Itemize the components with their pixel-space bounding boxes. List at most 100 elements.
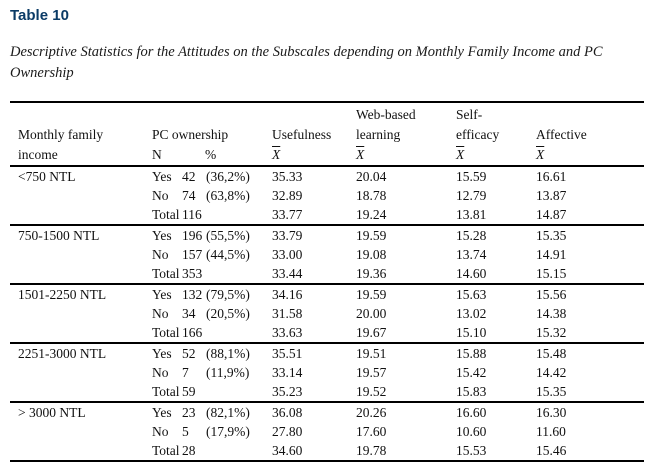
pc-ownership-cell: No 157 (44,5%) <box>148 245 268 264</box>
affective-mean-cell: 14.87 <box>536 207 567 222</box>
ownership-percent: (11,9%) <box>206 365 250 380</box>
mean-symbol: X <box>536 145 644 165</box>
table-row: 1501-2250 NTL Yes 132 (79,5%) 34.16 19.59 15.6… <box>10 284 644 304</box>
income-range-cell <box>10 304 148 323</box>
ownership-label: No <box>152 365 169 380</box>
web-based-learning-mean-cell: 19.78 <box>356 443 387 458</box>
self-efficacy-mean-cell: 13.02 <box>456 306 487 321</box>
income-group: 750-1500 NTL Yes 196 (55,5%) 33.79 19.59 15.28… <box>10 225 644 284</box>
col-header-self-efficacy: Self- efficacy X <box>452 102 532 166</box>
self-efficacy-mean-cell: 13.81 <box>456 207 487 222</box>
usefulness-mean-cell: 27.80 <box>272 424 303 439</box>
header-line: learning <box>356 127 401 142</box>
table-row: Total 166 33.63 19.67 15.10 15.32 <box>10 323 644 343</box>
header-line: Affective <box>536 127 587 142</box>
income-group: 1501-2250 NTL Yes 132 (79,5%) 34.16 19.59 15.6… <box>10 284 644 343</box>
ownership-label: Total <box>152 443 180 458</box>
ownership-count: 166 <box>182 325 203 340</box>
web-based-learning-mean-cell: 19.59 <box>356 228 387 243</box>
ownership-count: 23 <box>182 405 196 420</box>
ownership-count: 5 <box>182 424 189 439</box>
ownership-percent: (36,2%) <box>206 169 250 184</box>
ownership-label: Yes <box>152 169 172 184</box>
web-based-learning-mean-cell: 20.04 <box>356 169 387 184</box>
pc-ownership-cell: No 5 (17,9%) <box>148 422 268 441</box>
income-group: > 3000 NTL Yes 23 (82,1%) 36.08 20.26 16.60 16.… <box>10 402 644 461</box>
table-row: <750 NTL Yes 42 (36,2%) 35.33 20.04 15.59 16.61 <box>10 166 644 186</box>
income-range-cell: 750-1500 NTL <box>18 228 100 243</box>
self-efficacy-mean-cell: 15.10 <box>456 325 487 340</box>
ownership-percent: (17,9%) <box>206 424 250 439</box>
ownership-count: 34 <box>182 306 196 321</box>
table-header: Monthly family income PC ownership N% Us… <box>10 102 644 166</box>
ownership-count: 132 <box>182 287 203 302</box>
web-based-learning-mean-cell: 19.51 <box>356 346 387 361</box>
table-row: Total 353 33.44 19.36 14.60 15.15 <box>10 264 644 284</box>
usefulness-mean-cell: 36.08 <box>272 405 303 420</box>
ownership-count: 28 <box>182 443 196 458</box>
affective-mean-cell: 15.48 <box>536 346 567 361</box>
web-based-learning-mean-cell: 19.57 <box>356 365 387 380</box>
table-row: > 3000 NTL Yes 23 (82,1%) 36.08 20.26 16.60 16.… <box>10 402 644 422</box>
col-header-affective: Affective X <box>532 102 644 166</box>
pc-ownership-cell: Total 166 <box>148 323 268 343</box>
mean-symbol-glyph: X <box>456 147 465 162</box>
pc-ownership-cell: No 34 (20,5%) <box>148 304 268 323</box>
usefulness-mean-cell: 34.60 <box>272 443 303 458</box>
col-header-monthly-family-income: Monthly family income <box>10 102 148 166</box>
mean-symbol: X <box>456 145 532 165</box>
income-range-cell <box>10 245 148 264</box>
table-row: No 74 (63,8%) 32.89 18.78 12.79 13.87 <box>10 186 644 205</box>
self-efficacy-mean-cell: 14.60 <box>456 266 487 281</box>
usefulness-mean-cell: 31.58 <box>272 306 303 321</box>
table-row: Total 59 35.23 19.52 15.83 15.35 <box>10 382 644 402</box>
web-based-learning-mean-cell: 20.26 <box>356 405 387 420</box>
self-efficacy-mean-cell: 15.88 <box>456 346 487 361</box>
pc-ownership-cell: Yes 23 (82,1%) <box>148 402 268 422</box>
income-range-cell <box>10 323 148 343</box>
pc-ownership-cell: Yes 132 (79,5%) <box>148 284 268 304</box>
pc-ownership-cell: No 7 (11,9%) <box>148 363 268 382</box>
usefulness-mean-cell: 33.79 <box>272 228 303 243</box>
statistics-table: Monthly family income PC ownership N% Us… <box>10 101 644 462</box>
pc-ownership-cell: Total 28 <box>148 441 268 461</box>
ownership-label: Total <box>152 325 180 340</box>
table-caption: Descriptive Statistics for the Attitudes… <box>10 44 603 81</box>
self-efficacy-mean-cell: 15.83 <box>456 384 487 399</box>
affective-mean-cell: 15.35 <box>536 228 567 243</box>
usefulness-mean-cell: 35.33 <box>272 169 303 184</box>
self-efficacy-mean-cell: 15.53 <box>456 443 487 458</box>
col-header-pc-ownership: PC ownership N% <box>148 102 268 166</box>
col-header-web-based-learning: Web-based learning X <box>352 102 452 166</box>
income-range-cell <box>10 186 148 205</box>
ownership-percent: (79,5%) <box>206 287 250 302</box>
usefulness-mean-cell: 33.00 <box>272 247 303 262</box>
ownership-count: 157 <box>182 247 203 262</box>
income-range-cell: 1501-2250 NTL <box>18 287 107 302</box>
affective-mean-cell: 16.30 <box>536 405 567 420</box>
ownership-label: No <box>152 188 169 203</box>
income-range-cell <box>10 363 148 382</box>
usefulness-mean-cell: 33.44 <box>272 266 303 281</box>
affective-mean-cell: 15.32 <box>536 325 567 340</box>
ownership-label: Yes <box>152 405 172 420</box>
affective-mean-cell: 11.60 <box>536 424 566 439</box>
self-efficacy-mean-cell: 15.63 <box>456 287 487 302</box>
web-based-learning-mean-cell: 19.24 <box>356 207 387 222</box>
income-range-cell: > 3000 NTL <box>18 405 86 420</box>
table-row: 750-1500 NTL Yes 196 (55,5%) 33.79 19.59 15.28… <box>10 225 644 245</box>
header-line: Usefulness <box>272 127 332 142</box>
mean-symbol-glyph: X <box>272 147 281 162</box>
table-row: No 34 (20,5%) 31.58 20.00 13.02 14.38 <box>10 304 644 323</box>
usefulness-mean-cell: 32.89 <box>272 188 303 203</box>
mean-symbol: X <box>272 145 352 165</box>
income-range-cell <box>10 264 148 284</box>
affective-mean-cell: 14.42 <box>536 365 567 380</box>
usefulness-mean-cell: 33.77 <box>272 207 303 222</box>
ownership-label: Yes <box>152 346 172 361</box>
usefulness-mean-cell: 33.14 <box>272 365 303 380</box>
affective-mean-cell: 14.38 <box>536 306 567 321</box>
income-range-cell: 2251-3000 NTL <box>18 346 107 361</box>
header-line-n-percent: N% <box>152 145 268 165</box>
